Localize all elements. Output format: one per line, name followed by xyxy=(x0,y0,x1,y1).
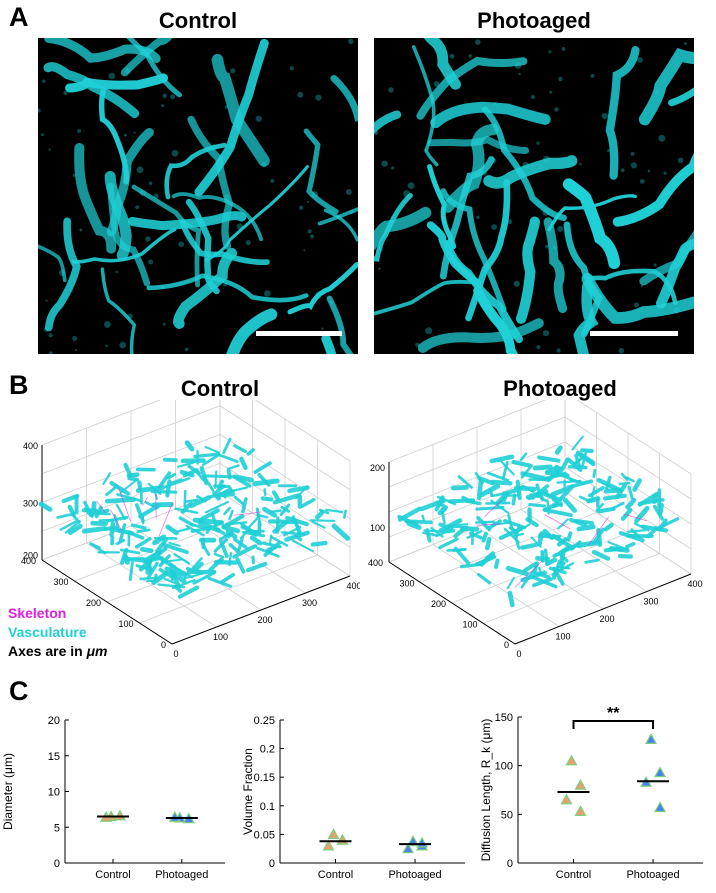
data-point xyxy=(645,733,658,744)
panel-a-left-title: Control xyxy=(158,8,238,33)
panel-c-label: C xyxy=(9,676,29,706)
photoaged-3d-render: 0 100 200 300 400 400 300 200 100 0 200 100 xyxy=(368,400,703,659)
x-tick-label: Photoaged xyxy=(155,869,208,881)
y-tick-label: 200 xyxy=(86,598,101,608)
data-point xyxy=(565,754,578,766)
data-point xyxy=(322,839,335,851)
panel-b-left-title: Control xyxy=(180,376,260,401)
y-tick-label: 400 xyxy=(368,558,383,568)
y-tick-label: 200 xyxy=(431,599,446,609)
photoaged-micrograph xyxy=(374,38,694,354)
y-tick-label: 0 xyxy=(507,858,513,870)
data-point xyxy=(402,842,415,854)
control-scale-bar xyxy=(256,331,342,336)
y-tick-label: 0 xyxy=(504,640,509,650)
x-tick-label: 0 xyxy=(516,649,521,659)
data-point xyxy=(113,809,127,821)
x-tick-label: Control xyxy=(95,869,130,881)
axes-note-prefix: Axes are in xyxy=(8,643,87,659)
y-tick-label: 0 xyxy=(161,640,166,650)
y-tick-label: 0 xyxy=(269,858,275,870)
panel-b-label: B xyxy=(9,370,29,400)
y-axis-label: Volume Fraction xyxy=(241,748,255,835)
data-point xyxy=(574,805,587,817)
y-axis-label: Diameter (μm) xyxy=(1,753,15,830)
y-tick-label: 300 xyxy=(53,577,68,587)
data-point xyxy=(168,811,181,822)
axes-note-unit: μm xyxy=(86,643,108,659)
panel-b-right-title: Photoaged xyxy=(503,376,617,401)
legend-vasculature: Vasculature xyxy=(8,624,87,640)
panel-a-label: A xyxy=(9,2,29,32)
data-point xyxy=(654,801,667,813)
significance-bracket xyxy=(572,720,655,729)
x-tick-label: 400 xyxy=(687,579,702,589)
x-tick-label: Photoaged xyxy=(626,869,679,881)
y-tick-label: 50 xyxy=(501,809,513,821)
y-tick-label: 0.2 xyxy=(260,744,275,756)
x-tick-label: Control xyxy=(556,869,591,881)
control-3d-render: 0 100 200 300 400 400 300 200 100 0 400 300 200 xyxy=(21,400,360,659)
data-point xyxy=(336,833,349,845)
y-tick-label: 0.25 xyxy=(254,715,275,727)
volume-fraction-chart: 0 0.05 0.1 0.15 0.2 0.25 Control Photoaged Volum… xyxy=(241,715,465,881)
y-tick-label: 400 xyxy=(21,556,36,566)
y-tick-label: 100 xyxy=(495,761,513,773)
x-tick-label: 200 xyxy=(599,614,614,624)
data-point xyxy=(327,828,340,839)
y-tick-label: 0.15 xyxy=(254,772,275,784)
y-tick-label: 0.1 xyxy=(260,801,275,813)
y-tick-label: 5 xyxy=(54,822,60,834)
z-tick-label: 200 xyxy=(23,550,38,560)
y-tick-label: 10 xyxy=(48,787,60,799)
data-point xyxy=(560,793,573,805)
x-tick-label: 400 xyxy=(346,581,360,591)
x-tick-label: 300 xyxy=(643,597,658,607)
y-tick-label: 20 xyxy=(48,715,60,727)
panel-a-right-title: Photoaged xyxy=(477,8,591,33)
diameter-chart: 0 5 10 15 20 Control Photoaged Diameter (μm) xyxy=(1,715,225,881)
y-tick-label: 0.05 xyxy=(254,829,275,841)
y-tick-label: 300 xyxy=(399,579,414,589)
legend-skeleton: Skeleton xyxy=(8,605,67,621)
y-tick-label: 0 xyxy=(54,858,60,870)
diffusion-length-chart: 0 50 100 150 Control Photoaged Diffusion Lengt… xyxy=(479,705,703,881)
x-tick-label: 100 xyxy=(213,632,228,642)
legend-axes-note: Axes are in μm xyxy=(8,643,108,659)
y-tick-label: 15 xyxy=(48,751,60,763)
z-tick-label: 300 xyxy=(23,499,38,509)
x-tick-label: 0 xyxy=(173,649,178,659)
z-tick-label: 200 xyxy=(370,463,385,473)
data-point xyxy=(407,835,420,846)
y-tick-label: 100 xyxy=(462,620,477,630)
x-tick-label: 200 xyxy=(257,615,272,625)
x-tick-label: 300 xyxy=(302,598,317,608)
x-tick-label: Control xyxy=(318,869,353,881)
z-tick-label: 100 xyxy=(370,523,385,533)
data-point xyxy=(654,766,667,778)
significance-label: ** xyxy=(607,705,620,722)
x-tick-label: 100 xyxy=(555,632,570,642)
control-micrograph xyxy=(38,38,358,354)
photoaged-scale-bar xyxy=(590,331,678,336)
y-tick-label: 100 xyxy=(118,619,133,629)
data-point xyxy=(574,778,587,790)
y-tick-label: 150 xyxy=(495,712,513,724)
x-tick-label: Photoaged xyxy=(388,869,441,881)
data-point xyxy=(416,836,429,848)
y-axis-label: Diffusion Length, R_k (μm) xyxy=(479,719,493,862)
z-tick-label: 400 xyxy=(23,441,38,451)
